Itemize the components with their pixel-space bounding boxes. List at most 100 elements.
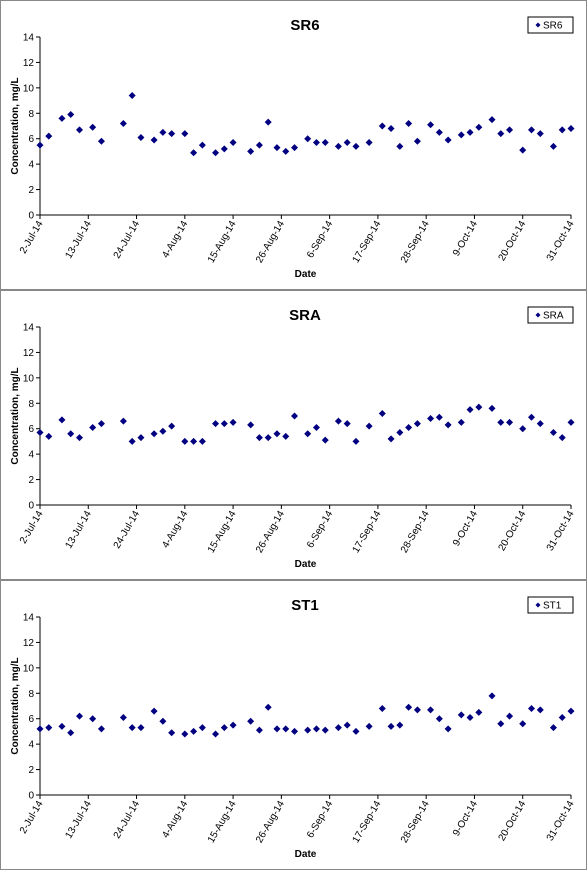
data-point	[67, 729, 75, 737]
data-point	[343, 139, 351, 147]
y-tick-label: 14	[23, 323, 35, 334]
data-point	[365, 139, 373, 147]
data-point	[36, 725, 44, 733]
x-tick-label: 6-Sep-14	[305, 219, 335, 261]
data-point	[273, 144, 281, 152]
data-point	[212, 149, 220, 157]
data-point	[67, 430, 75, 438]
data-point	[488, 692, 496, 700]
data-point	[488, 404, 496, 412]
data-point	[528, 126, 536, 134]
data-point	[488, 116, 496, 124]
y-tick-label: 0	[28, 501, 34, 512]
y-axis-title: Concentration, mg/L	[10, 77, 21, 174]
data-point	[528, 413, 536, 421]
data-point	[466, 128, 474, 136]
data-point	[128, 91, 136, 99]
data-point	[190, 727, 198, 735]
data-point	[119, 417, 127, 425]
data-point	[343, 721, 351, 729]
data-point	[220, 724, 228, 732]
data-point	[119, 119, 127, 127]
data-point	[444, 421, 452, 429]
data-point	[413, 706, 421, 714]
data-point	[466, 713, 474, 721]
x-tick-label: 20-Oct-14	[497, 509, 529, 553]
chart-panel: ST1 0 2 4 6 8 10 12 14 2-Jul-14 13-Jul-14 24-Jul-14…	[0, 580, 587, 870]
data-point	[150, 430, 158, 438]
data-point	[567, 125, 575, 133]
x-tick-label: 28-Sep-14	[399, 509, 432, 555]
data-point	[413, 420, 421, 428]
data-point	[549, 429, 557, 437]
chart-panel: SR6 0 2 4 6 8 10 12 14 2-Jul-14 13-Jul-14 24-Jul-14…	[0, 0, 587, 290]
x-tick-label: 2-Jul-14	[18, 799, 46, 836]
data-point	[247, 717, 255, 725]
x-tick-label: 26-Aug-14	[254, 799, 287, 845]
data-point	[558, 713, 566, 721]
data-point	[567, 418, 575, 426]
data-point	[282, 725, 290, 733]
data-point	[75, 712, 83, 720]
data-point	[128, 437, 136, 445]
x-tick-label: 26-Aug-14	[254, 219, 287, 265]
legend-marker	[535, 312, 541, 318]
x-tick-label: 17-Sep-14	[351, 219, 384, 265]
data-point	[519, 425, 527, 433]
data-point	[427, 706, 435, 714]
legend-label: ST1	[543, 601, 562, 612]
y-tick-label: 2	[28, 185, 34, 196]
x-tick-label: 9-Oct-14	[451, 509, 480, 549]
x-tick-label: 4-Aug-14	[160, 219, 190, 261]
data-point	[378, 122, 386, 130]
x-tick-label: 31-Oct-14	[545, 799, 577, 843]
chart-title: SR6	[290, 17, 319, 34]
chart-title: SRA	[289, 307, 321, 324]
x-tick-label: 2-Jul-14	[18, 219, 46, 256]
data-point	[558, 126, 566, 134]
data-point	[506, 418, 514, 426]
data-point	[352, 727, 360, 735]
x-tick-label: 20-Oct-14	[497, 219, 529, 263]
data-point	[321, 726, 329, 734]
data-point	[75, 126, 83, 134]
data-point	[89, 123, 97, 131]
x-tick-label: 6-Sep-14	[305, 509, 335, 551]
x-tick-label: 17-Sep-14	[351, 509, 384, 555]
data-point	[497, 720, 505, 728]
y-tick-label: 14	[23, 613, 35, 624]
legend-box	[527, 16, 574, 34]
data-point	[378, 409, 386, 417]
y-tick-label: 0	[28, 791, 34, 802]
x-tick-label: 26-Aug-14	[254, 509, 287, 555]
data-point	[137, 133, 145, 141]
data-point	[119, 713, 127, 721]
data-point	[457, 711, 465, 719]
x-tick-label: 9-Oct-14	[451, 219, 480, 259]
x-tick-label: 13-Jul-14	[63, 799, 94, 841]
data-point	[273, 725, 281, 733]
data-point	[198, 724, 206, 732]
data-point	[519, 720, 527, 728]
data-point	[475, 708, 483, 716]
data-point	[264, 434, 272, 442]
data-point	[212, 730, 220, 738]
data-point	[220, 420, 228, 428]
y-tick-label: 10	[23, 663, 35, 674]
y-tick-label: 8	[28, 399, 34, 410]
x-tick-label: 4-Aug-14	[160, 799, 190, 841]
x-tick-label: 24-Jul-14	[112, 219, 143, 261]
y-tick-label: 6	[28, 714, 34, 725]
data-point	[387, 435, 395, 443]
legend-label: SRA	[543, 311, 564, 322]
x-tick-label: 20-Oct-14	[497, 799, 529, 843]
data-point	[387, 125, 395, 133]
data-point	[567, 707, 575, 715]
data-point	[181, 730, 189, 738]
y-tick-label: 8	[28, 689, 34, 700]
x-axis-title: Date	[295, 269, 317, 280]
data-point	[334, 142, 342, 150]
data-point	[137, 434, 145, 442]
data-point	[506, 712, 514, 720]
